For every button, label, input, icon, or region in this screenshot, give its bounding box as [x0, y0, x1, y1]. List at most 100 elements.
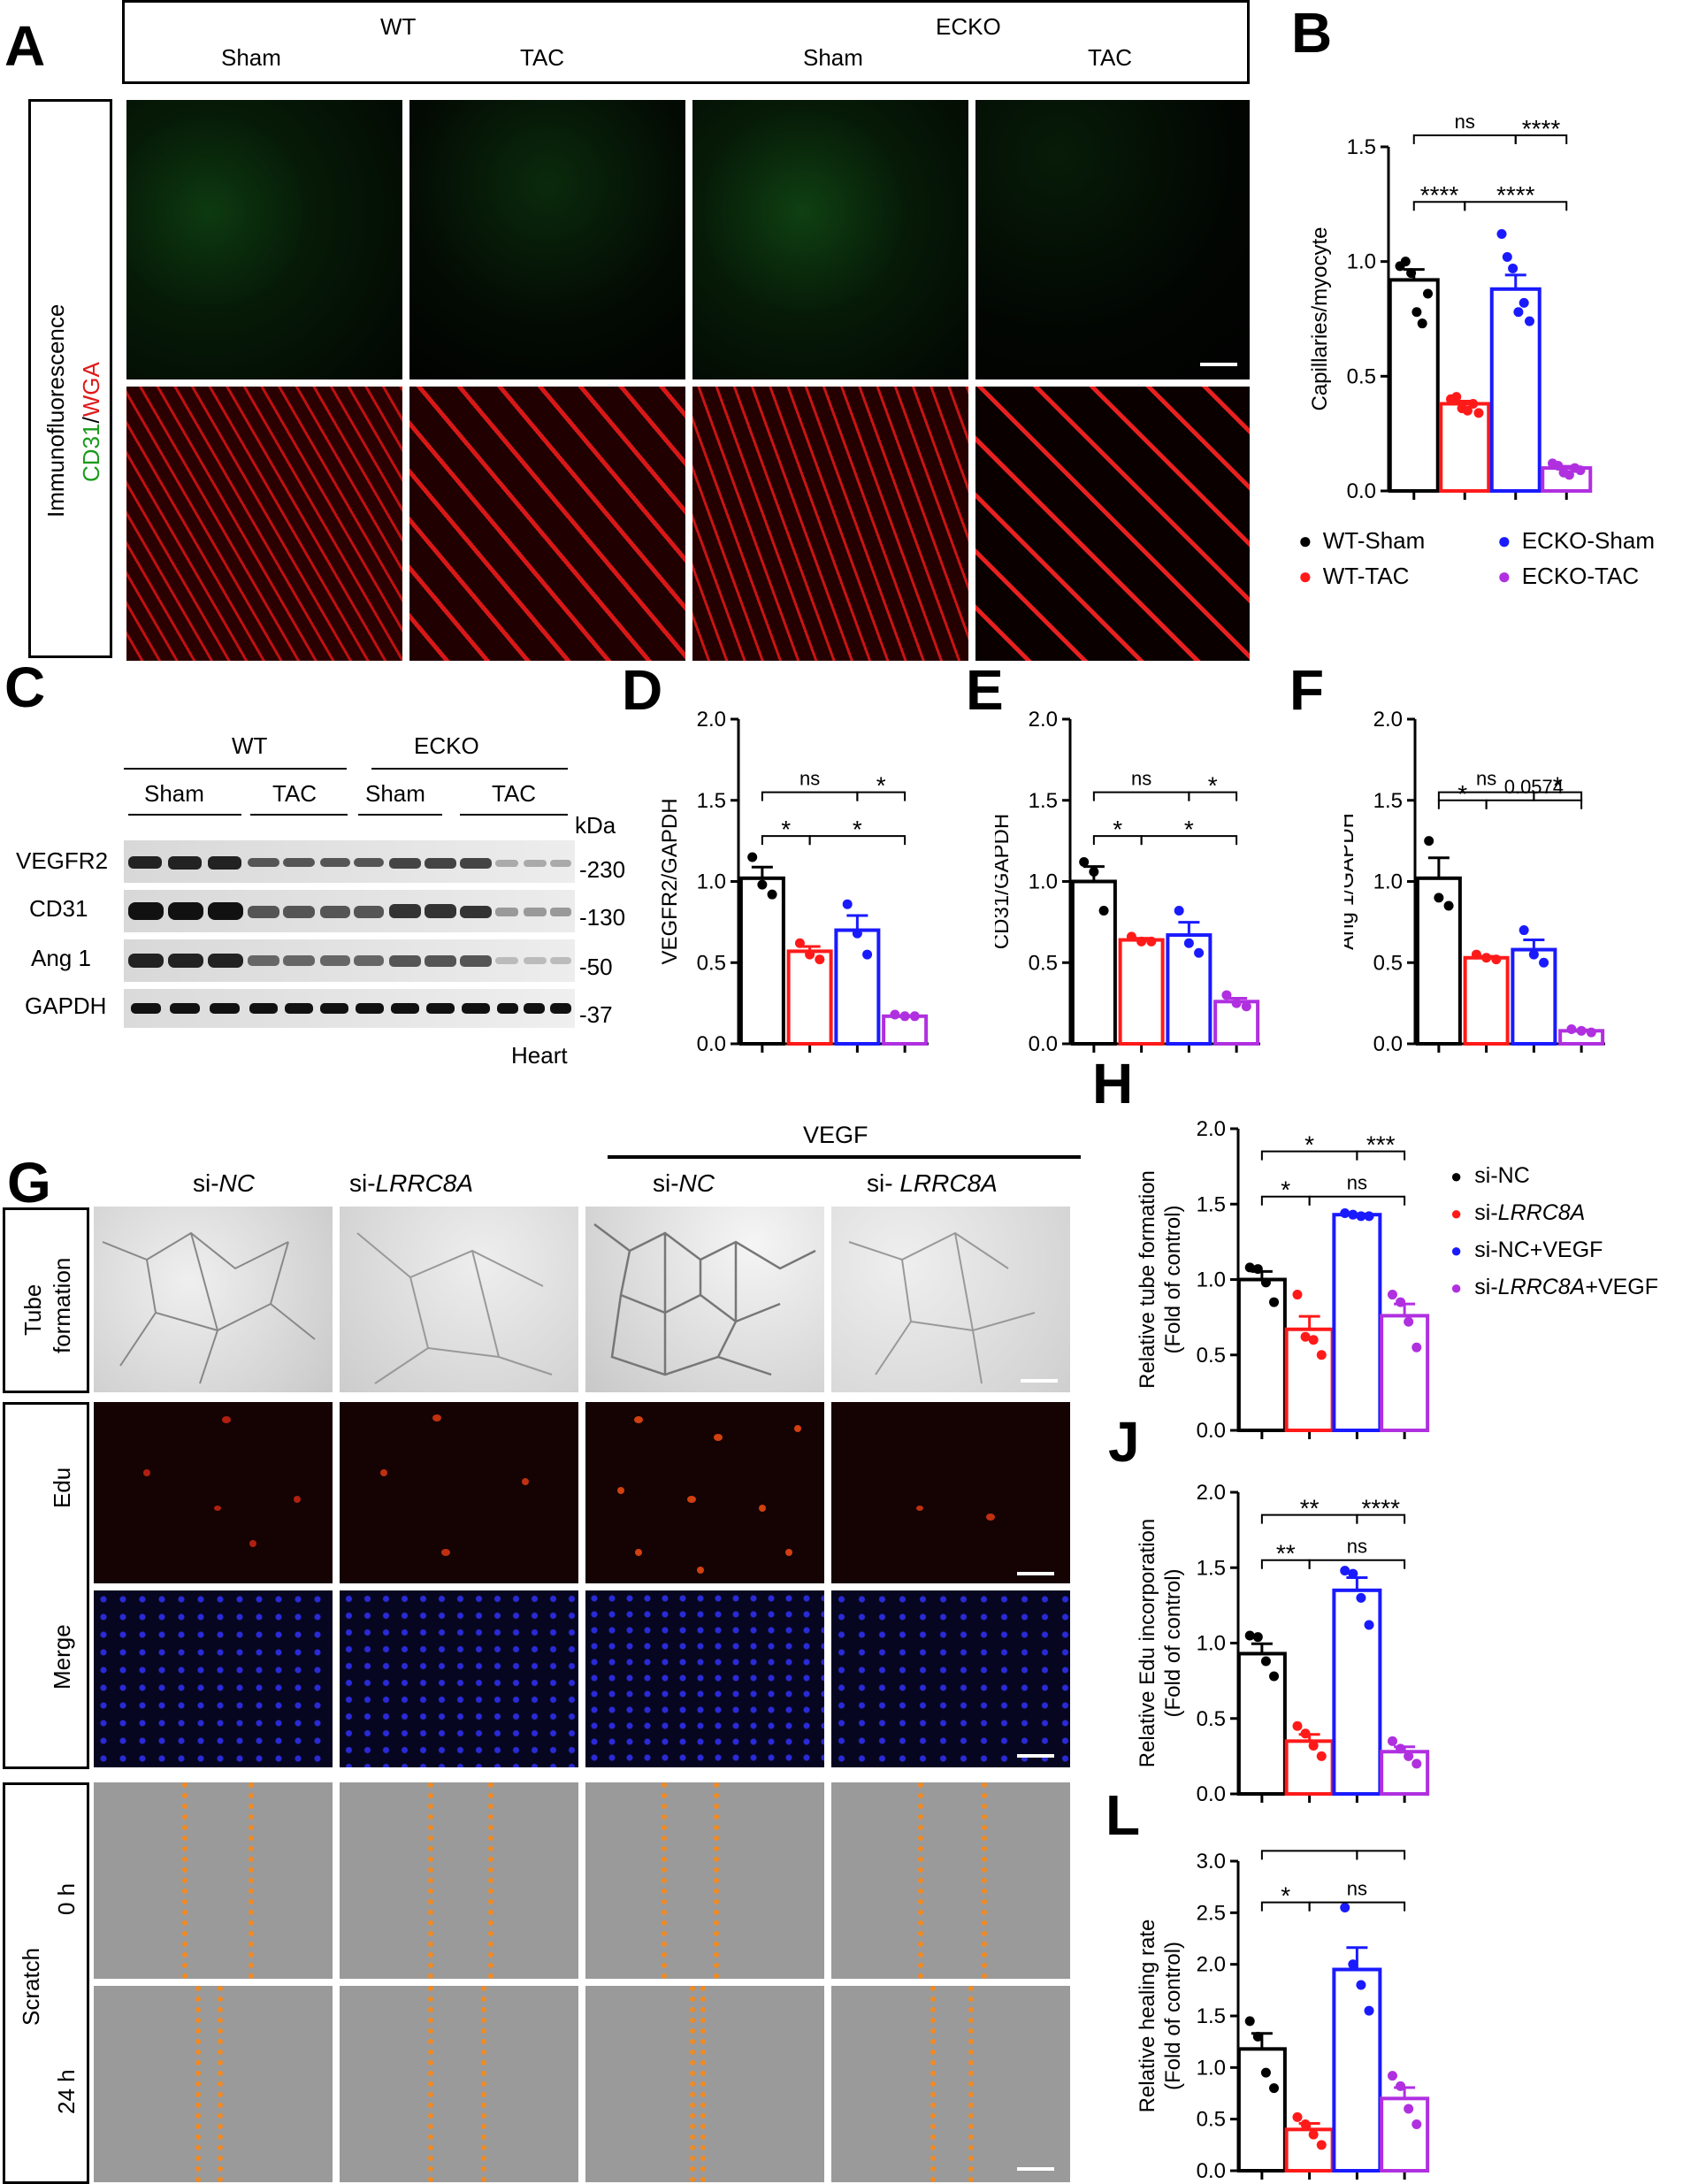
blot-bands-ang1: [128, 954, 571, 968]
chart-d: 0.0 0.5 1.0 1.5 2.0 VEGFR2/GAPDH ns * * *: [658, 708, 929, 1056]
y-tick-label: 1.0: [1373, 870, 1403, 894]
data-point: [1423, 288, 1433, 299]
y-tick-label: 2.0: [1197, 1481, 1226, 1505]
edu-image-2: [340, 1402, 578, 1583]
data-point: [1269, 2083, 1280, 2094]
y-axis-label: Ang 1/GAPDH: [1344, 813, 1358, 950]
y-tick-label: 0.5: [1029, 951, 1058, 975]
chart-j: 0.0 0.5 1.0 1.5 2.0 Relative Edu incorporatio…: [1136, 1481, 1430, 1806]
stain-cd31: CD31: [78, 423, 104, 482]
data-point: [1387, 1290, 1397, 1300]
y-tick-label: 2.0: [1373, 708, 1403, 732]
k-side-0h: 0 h: [53, 1882, 80, 1915]
y-tick-label: 0.0: [1373, 1032, 1403, 1056]
bar: [1166, 933, 1213, 1046]
bar: [1070, 879, 1117, 1046]
edu-image-3: [585, 1402, 824, 1583]
data-point: [1575, 465, 1586, 476]
legend-h-item-4: ● si-LRRC8A+VEGF: [1450, 1275, 1658, 1300]
blot-line-3: [358, 814, 442, 816]
sig-label: ****: [1420, 181, 1459, 209]
g-side-tube-2: formation: [49, 1257, 75, 1353]
y-tick-label: 1.5: [697, 789, 726, 813]
blot-bands-vegfr2: [128, 856, 571, 870]
legend-h-label-4-gene: LRRC8A: [1497, 1275, 1586, 1299]
scratch-24h-2: [340, 1986, 578, 2182]
y-axis-label: VEGFR2/GAPDH: [658, 798, 682, 964]
legend-dot: ●: [1450, 1276, 1463, 1299]
y-tick-label: 2.0: [697, 708, 726, 732]
data-point: [1356, 1980, 1366, 1990]
data-point: [1491, 954, 1502, 965]
tube-network-2: [356, 1232, 553, 1384]
legend-dot: ●: [1497, 527, 1511, 554]
data-point: [767, 889, 777, 900]
legend-h-label-2: si-LRRC8A: [1474, 1200, 1585, 1225]
data-point: [1364, 1620, 1374, 1630]
panel-a-header-box: [122, 0, 1250, 84]
scratch-edge: [428, 1986, 433, 2182]
legend-dot: ●: [1298, 563, 1312, 589]
data-point: [1481, 953, 1492, 963]
panel-label-j: J: [1108, 1410, 1140, 1474]
data-point: [1404, 1316, 1414, 1327]
edu-nuclei-1: [143, 1416, 301, 1547]
merge-image-1: [94, 1590, 333, 1767]
data-point: [1126, 931, 1136, 942]
micrograph-merge-wt-sham: [126, 387, 402, 661]
micrograph-cd31-wt-tac: [409, 100, 685, 379]
blot-sub-1: Sham: [144, 780, 204, 807]
g-col-1-prefix: si-: [193, 1169, 219, 1197]
g-col-3-prefix: si-: [653, 1169, 679, 1197]
k-side-scratch: Scratch: [18, 1947, 44, 2026]
legend-h-label-4: si-LRRC8A+VEGF: [1474, 1275, 1658, 1299]
y-tick-label: 0.5: [1197, 1707, 1226, 1731]
sig-label: ns: [1455, 115, 1475, 133]
blot-row-label-2: CD31: [29, 895, 88, 922]
y-tick-label: 0.5: [1197, 2108, 1226, 2132]
stain-wga: WGA: [78, 362, 104, 418]
data-point: [1308, 1740, 1319, 1751]
sig-bracket: [856, 791, 907, 801]
blot-bands-cd31: [128, 902, 571, 920]
scratch-24h-3: [585, 1986, 824, 2182]
data-point: [1292, 1290, 1303, 1300]
sig-label: *: [1553, 772, 1563, 800]
data-point: [1364, 2005, 1374, 2016]
chart-b: 0.0 0.5 1.0 1.5 Capillaries/myocyte ns **** ***…: [1308, 115, 1593, 503]
edu-nuclei-3: [617, 1416, 801, 1574]
y-tick-label: 2.0: [1029, 708, 1058, 732]
legend-h-item-3: ● si-NC+VEGF: [1450, 1238, 1603, 1263]
sig-label: *: [1184, 816, 1194, 843]
legend-h-label-2-prefix: si-: [1474, 1200, 1498, 1225]
data-point: [1417, 318, 1427, 329]
sig-bracket: [1092, 791, 1190, 801]
y-tick-label: 0.5: [697, 951, 726, 975]
tube-image-1: [94, 1207, 333, 1392]
data-point: [1089, 866, 1099, 877]
blot-sub-2: TAC: [272, 780, 317, 807]
data-point: [1462, 405, 1473, 416]
data-point: [1471, 949, 1481, 960]
sig-label: 0.0574: [1504, 776, 1564, 798]
sig-label: *: [1304, 1131, 1314, 1159]
blot-row-label-3: Ang 1: [31, 945, 91, 971]
sig-bracket: [1140, 835, 1238, 846]
g-col-2-gene: LRRC8A: [375, 1169, 474, 1197]
micrograph-cd31-ecko-sham: [692, 100, 968, 379]
chart-e: 0.0 0.5 1.0 1.5 2.0 CD31/GAPDH ns * * *: [995, 708, 1260, 1056]
data-point: [1387, 1736, 1397, 1746]
data-point: [1434, 893, 1444, 903]
sig-bracket: [1485, 799, 1583, 809]
data-point: [1348, 1209, 1358, 1220]
scratch-edge: [690, 1986, 695, 2182]
stain-slash: /: [78, 417, 104, 424]
panel-label-f: F: [1289, 658, 1325, 722]
data-point: [1252, 2031, 1263, 2042]
sig-label: *: [1304, 1849, 1314, 1858]
data-point: [1411, 1759, 1422, 1769]
scratch-edge: [918, 1782, 923, 1979]
data-point: [1241, 1001, 1251, 1012]
i-side-merge: Merge: [49, 1624, 75, 1690]
sig-label: *: [1113, 816, 1122, 843]
